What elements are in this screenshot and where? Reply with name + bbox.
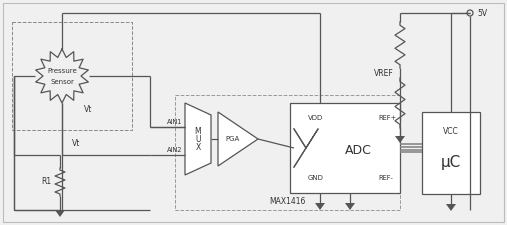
Text: VCC: VCC [443,128,459,137]
Polygon shape [345,203,355,210]
Text: Sensor: Sensor [50,79,74,85]
Bar [422,112,480,194]
Text: 5V: 5V [477,9,487,18]
Polygon shape [446,204,456,211]
Text: REF-: REF- [378,175,393,181]
Polygon shape [55,210,65,217]
Text: MAX1416: MAX1416 [269,198,306,207]
Text: Pressure: Pressure [47,68,77,74]
Bar [290,103,400,193]
Text: GND: GND [308,175,324,181]
Bar [12,22,132,130]
Text: REF+: REF+ [378,115,396,121]
Text: M: M [195,126,201,135]
Polygon shape [218,112,258,166]
Text: AIN2: AIN2 [166,147,182,153]
Text: ADC: ADC [345,144,372,158]
Text: μC: μC [441,155,461,169]
Text: U: U [195,135,201,144]
Text: R1: R1 [41,178,51,187]
Text: AIN1: AIN1 [167,119,182,125]
Text: Vt: Vt [72,139,81,148]
Polygon shape [395,136,405,143]
Text: VDD: VDD [308,115,323,121]
Polygon shape [315,203,325,210]
Text: VREF: VREF [374,70,394,79]
Text: PGA: PGA [225,136,239,142]
Text: Vt: Vt [84,104,92,113]
Text: X: X [195,142,201,151]
Polygon shape [185,103,211,175]
Bar [175,95,400,210]
